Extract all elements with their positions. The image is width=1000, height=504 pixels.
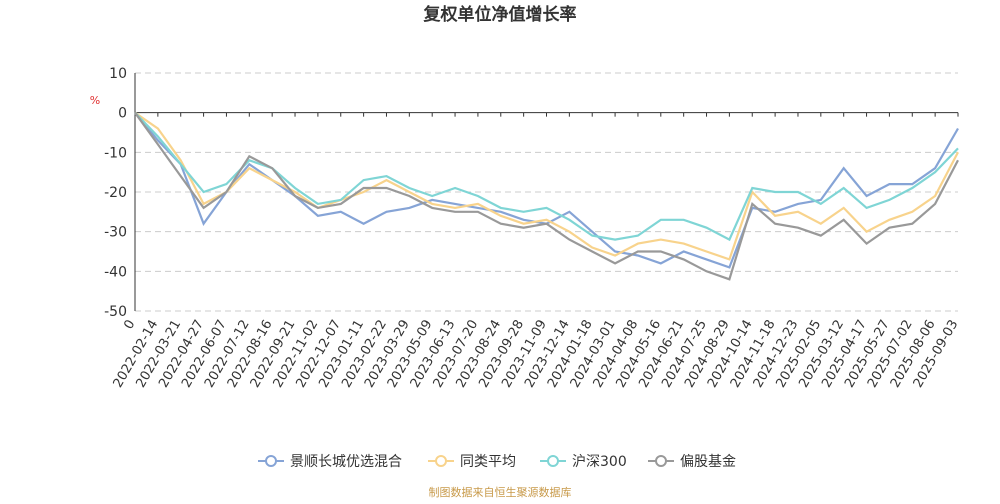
series-line — [134, 111, 959, 269]
y-tick-label: -40 — [104, 264, 127, 280]
legend-icon-marker — [435, 455, 447, 467]
series-line — [134, 111, 959, 261]
chart-title: 复权单位净值增长率 — [423, 4, 577, 25]
legend-label: 景顺长城优选混合 — [290, 454, 402, 470]
x-tick-label: 0 — [121, 318, 138, 333]
y-tick-label: 0 — [118, 106, 127, 122]
legend-icon-marker — [547, 455, 559, 467]
y-tick-label: -10 — [104, 145, 127, 161]
legend-icon-marker — [265, 455, 277, 467]
legend-label: 偏股基金 — [680, 453, 736, 470]
y-tick-label: -20 — [104, 185, 127, 201]
series-line — [134, 112, 959, 281]
y-tick-label: -30 — [104, 225, 127, 241]
y-axis-label: % — [90, 94, 100, 107]
source-note: 制图数据来自恒生聚源数据库 — [429, 485, 572, 499]
y-tick-label: -50 — [104, 304, 127, 320]
legend-icon-marker — [655, 455, 667, 467]
legend-label: 同类平均 — [460, 454, 516, 470]
legend-label: 沪深300 — [572, 454, 627, 470]
y-tick-label: 10 — [109, 66, 127, 82]
